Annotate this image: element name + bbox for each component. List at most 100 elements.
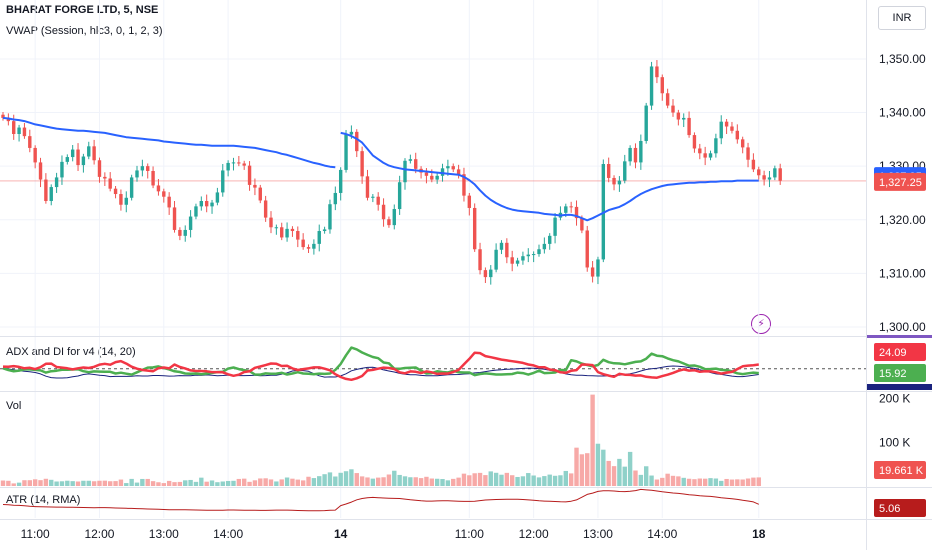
volume-bar	[606, 460, 611, 486]
volume-bar	[408, 477, 413, 486]
candle-body	[247, 165, 252, 185]
atr-legend[interactable]: ATR (14, RMA)	[6, 494, 81, 506]
candle-body	[92, 146, 96, 161]
volume-bar	[370, 478, 376, 486]
candle-body	[580, 218, 584, 231]
volume-value-label-text: 19.661 K	[879, 465, 924, 477]
volume-bar	[622, 466, 627, 486]
volume-bar	[354, 473, 359, 486]
candle-body	[531, 254, 536, 256]
volume-tick-label: 100 K	[879, 435, 910, 449]
volume-bar	[102, 480, 108, 486]
volume-bar	[558, 475, 563, 486]
candle-body	[381, 204, 386, 220]
candle-body	[472, 207, 477, 250]
volume-bar	[563, 470, 568, 486]
volume-bar	[49, 479, 54, 486]
x-tick-label: 11:00	[21, 527, 50, 541]
x-tick-label: 13:00	[149, 527, 179, 541]
candle-body	[6, 117, 11, 122]
volume-tick-label: 200 K	[879, 392, 910, 406]
candle-body	[199, 201, 204, 207]
symbol-title[interactable]: BHARAT FORGE LTD, 5, NSE	[6, 4, 159, 16]
volume-bar	[161, 483, 166, 486]
volume-bar	[317, 476, 322, 486]
candle-body	[692, 135, 697, 149]
volume-bar	[86, 480, 91, 486]
candle-body	[574, 206, 579, 219]
volume-bar	[97, 480, 102, 486]
volume-bar	[397, 474, 402, 486]
lightning-icon[interactable]: ⚡	[751, 314, 771, 334]
volume-bar	[220, 481, 225, 486]
candle-body	[553, 217, 557, 236]
adx-axis-accent	[867, 384, 932, 390]
volume-bar	[118, 479, 124, 486]
candle-body	[446, 166, 450, 169]
volume-bar	[295, 479, 300, 486]
candle-body	[172, 207, 177, 230]
candle-body	[253, 184, 257, 188]
atr-value-label-text: 5.06	[879, 503, 900, 515]
candle-body	[660, 77, 664, 94]
candle-body	[167, 196, 171, 208]
volume-bar	[644, 466, 649, 486]
volume-bar	[11, 483, 16, 486]
volume-bar	[150, 481, 156, 486]
volume-bar	[461, 473, 467, 486]
vwap-legend[interactable]: VWAP (Session, hlc3, 0, 1, 2, 3)	[6, 25, 163, 37]
volume-bar	[542, 476, 547, 486]
price-tick-label: 1,320.00	[879, 213, 926, 227]
candle-body	[237, 162, 241, 164]
candle-body	[703, 153, 707, 158]
volume-bar	[188, 479, 193, 486]
volume-bar	[16, 482, 22, 486]
candle-body	[623, 161, 627, 181]
volume-bar	[193, 481, 199, 486]
candle-body	[33, 147, 37, 163]
candle-body	[617, 180, 622, 185]
volume-bar	[258, 478, 263, 486]
candle-body	[708, 153, 713, 158]
volume-bar	[488, 471, 493, 486]
candle-body	[17, 127, 21, 134]
candle-body	[665, 93, 670, 106]
volume-legend[interactable]: Vol	[6, 400, 22, 412]
candle-body	[719, 121, 723, 139]
currency-button[interactable]: INR	[878, 6, 926, 30]
volume-bar	[729, 479, 735, 486]
adx-legend[interactable]: ADX and DI for v4 (14, 20)	[6, 346, 136, 358]
volume-bar	[38, 480, 43, 486]
candle-body	[54, 177, 59, 188]
volume-bar	[300, 480, 306, 486]
di-minus-value-label-text: 24.09	[879, 347, 907, 359]
volume-bar	[252, 480, 258, 486]
volume-bar	[633, 470, 638, 486]
volume-bar	[434, 478, 440, 486]
volume-bar	[70, 481, 75, 486]
candle-body	[542, 243, 547, 250]
candle-body	[129, 177, 134, 198]
volume-bar	[177, 481, 183, 486]
candle-body	[397, 182, 402, 210]
price-tick-label: 1,310.00	[879, 266, 926, 280]
candle-body	[682, 117, 686, 120]
volume-bar	[472, 473, 477, 486]
candle-body	[269, 217, 273, 228]
candle-body	[606, 164, 611, 178]
volume-bar	[359, 476, 365, 486]
volume-bar	[274, 481, 279, 486]
volume-bar	[215, 482, 220, 486]
price-tick-label: 1,300.00	[879, 320, 926, 334]
volume-bar	[724, 478, 729, 486]
volume-bar	[504, 472, 510, 486]
candle-body	[762, 175, 766, 180]
candle-body	[1, 114, 5, 118]
volume-bar	[595, 443, 601, 486]
candle-body	[81, 156, 86, 166]
candle-body	[494, 249, 498, 270]
volume-bar	[756, 477, 761, 486]
volume-bar	[290, 478, 295, 486]
candle-body	[612, 177, 616, 185]
